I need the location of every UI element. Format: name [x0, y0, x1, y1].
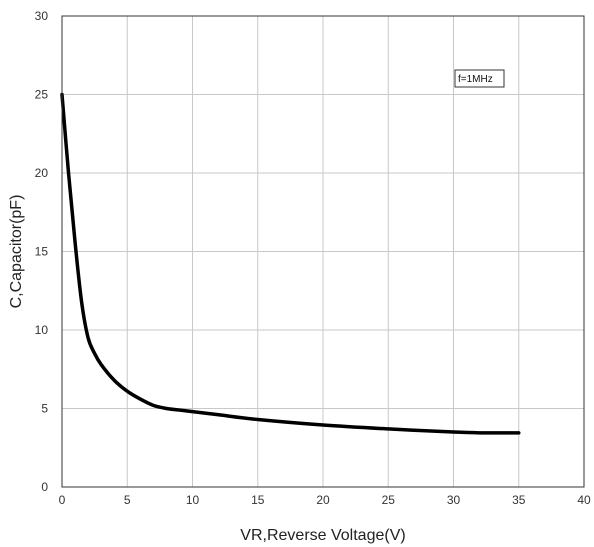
x-tick-label: 25	[382, 493, 396, 507]
y-tick-label: 5	[41, 402, 48, 416]
annotation-box: f=1MHz	[454, 69, 505, 88]
y-tick-label: 10	[35, 323, 49, 337]
annotation-frame	[454, 69, 505, 88]
x-axis-title: VR,Reverse Voltage(V)	[240, 527, 405, 544]
grid-lines	[61, 15, 585, 488]
y-tick-label: 25	[35, 88, 49, 102]
y-tick-label: 15	[35, 245, 49, 259]
x-tick-label: 15	[251, 493, 265, 507]
x-tick-label: 5	[124, 493, 131, 507]
y-tick-labels: 0 5 10 15 20 25 30	[35, 9, 49, 494]
series-layer	[60, 92, 521, 435]
capacitance-series-line	[60, 92, 521, 435]
x-tick-label: 20	[316, 493, 330, 507]
x-tick-label: 30	[447, 493, 461, 507]
y-tick-label: 0	[41, 480, 48, 494]
y-tick-label: 20	[35, 166, 49, 180]
x-tick-label: 35	[512, 493, 526, 507]
x-tick-label: 0	[59, 493, 66, 507]
y-axis-title: C,Capacitor(pF)	[8, 195, 25, 309]
x-tick-labels: 0 5 10 15 20 25 30 35 40	[59, 493, 591, 507]
y-tick-label: 30	[35, 9, 49, 23]
x-tick-label: 10	[186, 493, 200, 507]
x-tick-label: 40	[577, 493, 591, 507]
plot-frame	[61, 15, 585, 488]
frequency-annotation: f=1MHz	[458, 74, 493, 85]
